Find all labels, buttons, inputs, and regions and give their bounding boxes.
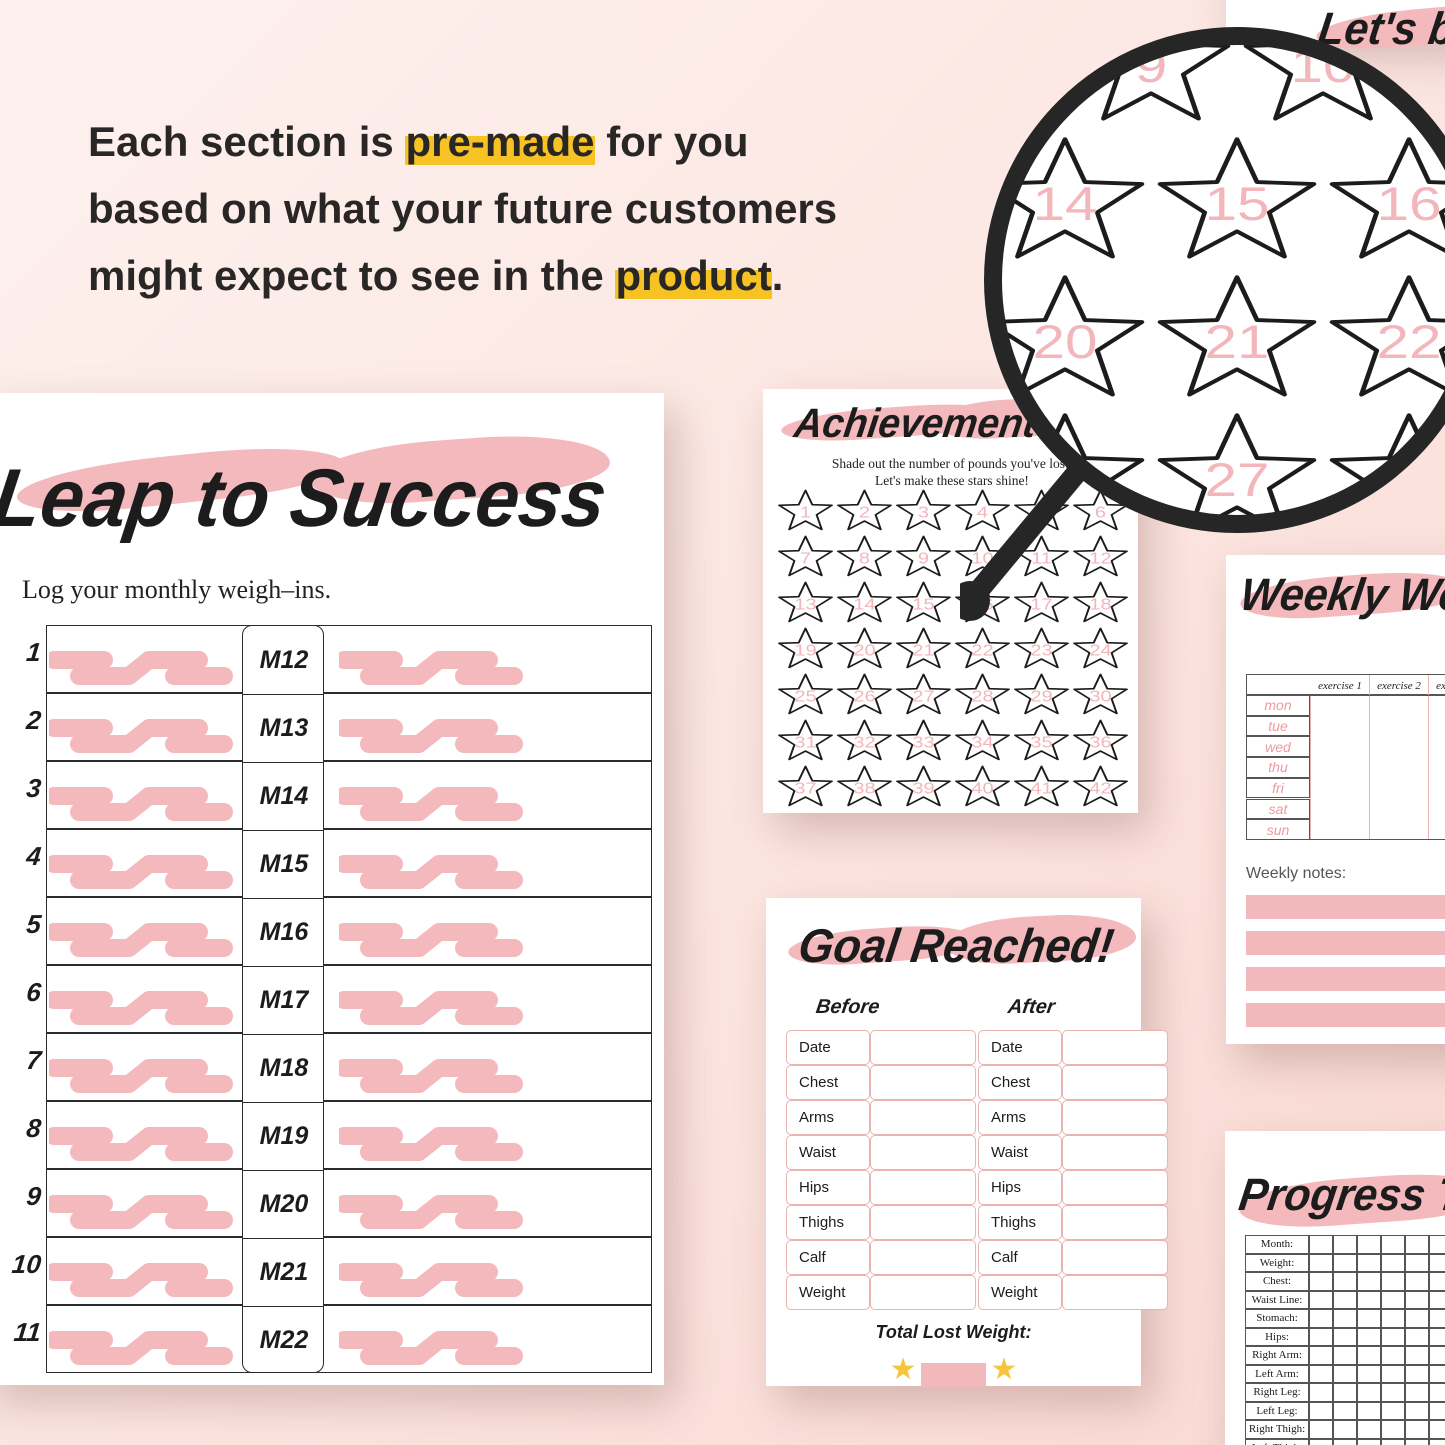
svg-text:14: 14 (853, 595, 875, 612)
svg-text:34: 34 (971, 733, 993, 750)
svg-text:24: 24 (1089, 641, 1111, 658)
svg-text:2: 2 (859, 503, 870, 520)
svg-text:33: 33 (912, 733, 934, 750)
svg-text:25: 25 (794, 687, 816, 704)
svg-text:37: 37 (794, 779, 816, 796)
svg-text:26: 26 (853, 687, 875, 704)
svg-text:27: 27 (912, 687, 934, 704)
svg-text:30: 30 (1089, 687, 1111, 704)
svg-text:23: 23 (1030, 641, 1052, 658)
svg-text:28: 28 (971, 687, 993, 704)
svg-text:36: 36 (1089, 733, 1111, 750)
svg-text:13: 13 (794, 595, 816, 612)
svg-text:15: 15 (1204, 178, 1269, 230)
svg-text:20: 20 (1032, 316, 1097, 368)
svg-text:31: 31 (794, 733, 816, 750)
svg-text:3: 3 (918, 503, 929, 520)
svg-text:41: 41 (1030, 779, 1052, 796)
svg-text:22: 22 (1376, 316, 1441, 368)
svg-text:16: 16 (1376, 178, 1441, 230)
svg-text:27: 27 (1204, 454, 1269, 506)
svg-text:42: 42 (1089, 779, 1111, 796)
svg-text:39: 39 (912, 779, 934, 796)
svg-text:21: 21 (1204, 316, 1269, 368)
svg-text:40: 40 (971, 779, 993, 796)
svg-text:9: 9 (918, 549, 929, 566)
svg-text:8: 8 (859, 549, 870, 566)
svg-text:14: 14 (1032, 178, 1097, 230)
svg-text:22: 22 (971, 641, 993, 658)
svg-text:7: 7 (800, 549, 811, 566)
svg-text:15: 15 (912, 595, 934, 612)
svg-text:21: 21 (912, 641, 934, 658)
svg-text:19: 19 (794, 641, 816, 658)
svg-text:38: 38 (853, 779, 875, 796)
svg-text:29: 29 (1030, 687, 1052, 704)
svg-text:32: 32 (853, 733, 875, 750)
svg-text:20: 20 (853, 641, 875, 658)
svg-text:1: 1 (800, 503, 811, 520)
svg-text:35: 35 (1030, 733, 1052, 750)
